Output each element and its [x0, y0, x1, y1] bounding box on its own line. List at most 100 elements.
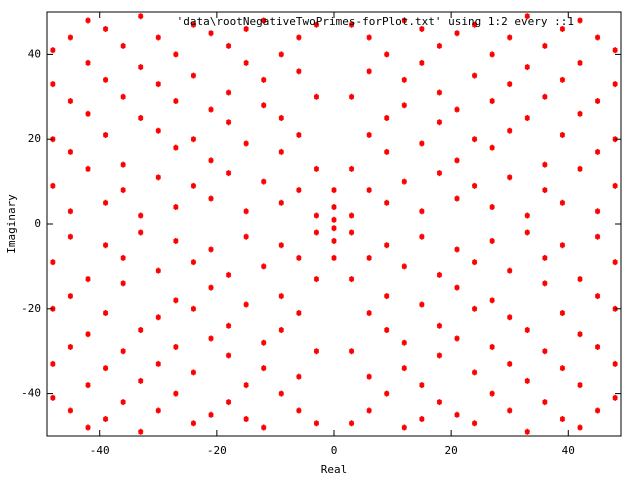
point — [278, 327, 284, 333]
y-tick-label: -40 — [21, 387, 41, 400]
point — [419, 416, 425, 423]
y-axis-label: Imaginary — [5, 194, 18, 254]
point — [454, 157, 460, 164]
point — [401, 76, 407, 83]
point — [507, 127, 513, 134]
point — [507, 81, 513, 88]
point — [401, 339, 407, 346]
point — [50, 182, 56, 189]
point — [331, 187, 337, 194]
point — [489, 343, 495, 350]
point — [524, 229, 530, 236]
point — [436, 352, 442, 359]
point — [384, 293, 390, 300]
point — [507, 314, 513, 321]
point — [278, 115, 284, 121]
point — [559, 199, 565, 206]
point — [120, 280, 126, 287]
point — [366, 187, 372, 194]
point — [261, 365, 267, 372]
point — [226, 322, 232, 329]
point — [261, 263, 267, 270]
point — [278, 390, 284, 397]
point — [155, 127, 161, 134]
point — [243, 382, 249, 389]
point — [454, 106, 460, 113]
point — [612, 394, 618, 401]
point — [366, 68, 372, 75]
point — [190, 305, 196, 312]
point — [436, 119, 442, 126]
y-tick-label: 0 — [34, 217, 41, 230]
point — [489, 297, 495, 304]
point — [313, 420, 319, 427]
point — [243, 59, 249, 66]
point — [261, 102, 267, 109]
point — [577, 382, 583, 389]
point — [577, 165, 583, 172]
legend-label: 'data\rootNegativeTwoPrimes-forPlot.txt'… — [177, 15, 574, 28]
point — [366, 131, 372, 138]
point — [313, 93, 319, 100]
point — [50, 394, 56, 401]
point — [612, 182, 618, 189]
point — [419, 233, 425, 240]
point — [577, 331, 583, 338]
point — [507, 174, 513, 181]
point — [313, 212, 319, 219]
point — [155, 360, 161, 367]
point — [296, 187, 302, 194]
point — [85, 276, 91, 283]
point — [120, 254, 126, 261]
point — [138, 377, 144, 384]
point — [208, 106, 214, 113]
point — [472, 136, 478, 143]
point — [278, 199, 284, 206]
point — [612, 81, 618, 88]
point — [559, 242, 565, 249]
point — [155, 81, 161, 88]
point — [226, 170, 232, 177]
point — [120, 187, 126, 194]
point — [542, 348, 548, 355]
point — [331, 225, 337, 232]
point — [190, 369, 196, 376]
point — [472, 259, 478, 266]
point — [155, 267, 161, 274]
point — [331, 254, 337, 261]
point — [226, 89, 232, 96]
point — [120, 348, 126, 355]
point — [67, 98, 73, 105]
point — [524, 115, 530, 121]
point — [489, 144, 495, 151]
x-tick-label: 20 — [445, 444, 458, 457]
point — [190, 136, 196, 143]
point — [261, 17, 267, 24]
point — [208, 411, 214, 418]
point — [190, 21, 196, 28]
point — [542, 280, 548, 287]
point — [138, 115, 144, 121]
point — [243, 208, 249, 215]
point — [507, 34, 513, 41]
point — [120, 42, 126, 49]
point — [401, 424, 407, 431]
point — [120, 93, 126, 100]
point — [559, 365, 565, 372]
point — [489, 98, 495, 105]
point — [208, 335, 214, 342]
point — [542, 42, 548, 49]
point — [243, 25, 249, 32]
point — [507, 267, 513, 274]
point — [489, 237, 495, 244]
point — [155, 34, 161, 41]
point — [454, 335, 460, 342]
y-tick-label: 40 — [28, 47, 41, 60]
point — [419, 382, 425, 389]
point — [349, 93, 355, 100]
point — [489, 51, 495, 58]
point — [50, 360, 56, 367]
point — [296, 131, 302, 138]
